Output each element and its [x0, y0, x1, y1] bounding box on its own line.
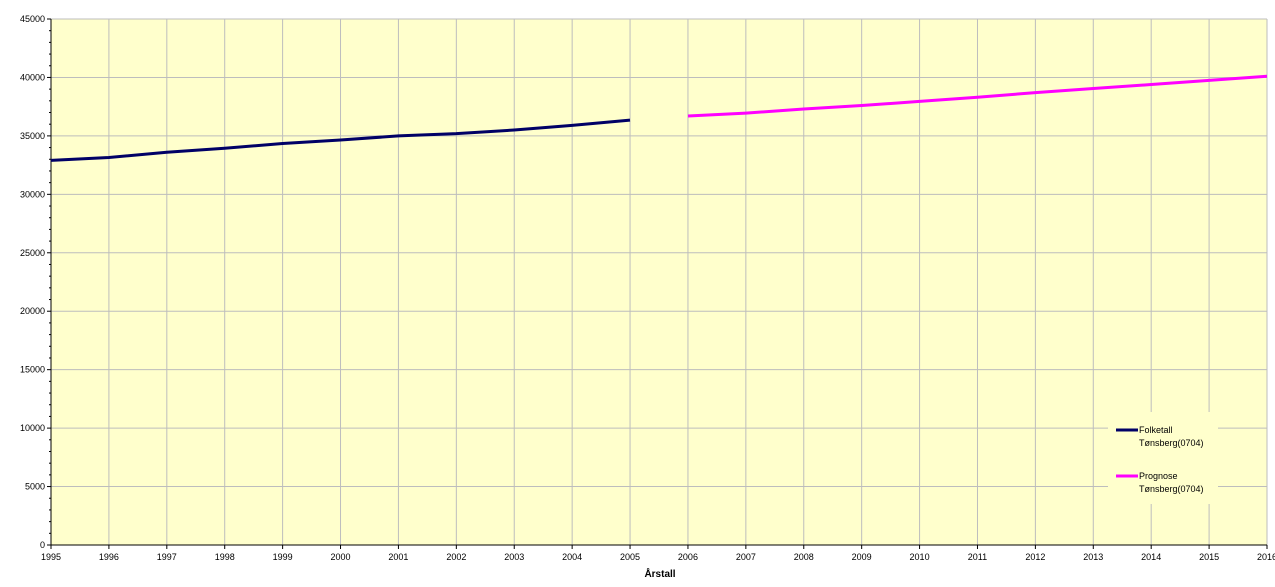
legend-entry: Folketall Tønsberg(0704) [1139, 425, 1204, 448]
legend-entry-line: Folketall [1139, 425, 1173, 435]
x-tick-label: 2005 [620, 552, 640, 562]
x-tick-label: 2015 [1199, 552, 1219, 562]
legend-box [1108, 412, 1218, 504]
x-tick-label: 2011 [968, 552, 987, 562]
x-tick-label: 2010 [910, 552, 930, 562]
legend-entry-line: Tønsberg(0704) [1139, 484, 1204, 494]
y-tick-label: 15000 [20, 365, 45, 375]
x-tick-label: 2006 [678, 552, 698, 562]
x-tick-label: 2016 [1257, 552, 1275, 562]
x-tick-label: 2007 [736, 552, 756, 562]
series-lines [50, 74, 1268, 162]
x-tick-label: 2008 [794, 552, 814, 562]
legend-entry: Prognose Tønsberg(0704) [1139, 471, 1204, 494]
x-tick-label: 1996 [99, 552, 119, 562]
y-tick-label: 0 [40, 540, 45, 550]
y-tick-label: 45000 [20, 14, 45, 24]
x-tick-label: 1997 [157, 552, 177, 562]
y-tick-label: 5000 [25, 482, 45, 492]
y-tick-label: 30000 [20, 189, 45, 199]
x-tick-label: 2004 [562, 552, 582, 562]
x-tick-label: 1995 [41, 552, 61, 562]
x-tick-label: 2013 [1083, 552, 1103, 562]
x-tick-label: 2002 [446, 552, 466, 562]
x-tick-label: 2000 [331, 552, 351, 562]
x-tick-label: 2003 [504, 552, 524, 562]
x-axis-title: Årstall [644, 567, 675, 580]
y-tick-label: 10000 [20, 423, 45, 433]
plot-area [51, 19, 1267, 545]
legend-entry-line: Prognose [1139, 471, 1178, 481]
legend-entry-line: Tønsberg(0704) [1139, 438, 1204, 448]
x-tick-label: 2014 [1141, 552, 1161, 562]
x-tick-label: 2009 [852, 552, 872, 562]
x-tick-label: 1999 [273, 552, 293, 562]
x-tick-label: 1998 [215, 552, 235, 562]
x-tick-label: 2012 [1025, 552, 1045, 562]
legend: Folketall Tønsberg(0704) Prognose Tønsberg(… [1108, 412, 1218, 504]
y-tick-label: 20000 [20, 306, 45, 316]
axes: 0 5000 10000 15000 20000 25000 30000 35000 40000… [20, 14, 1275, 562]
y-tick-label: 25000 [20, 248, 45, 258]
series-line [687, 74, 1268, 118]
x-tick-label: 2001 [388, 552, 408, 562]
y-tick-label: 35000 [20, 131, 45, 141]
y-tick-label: 40000 [20, 72, 45, 82]
series-line [50, 118, 631, 162]
